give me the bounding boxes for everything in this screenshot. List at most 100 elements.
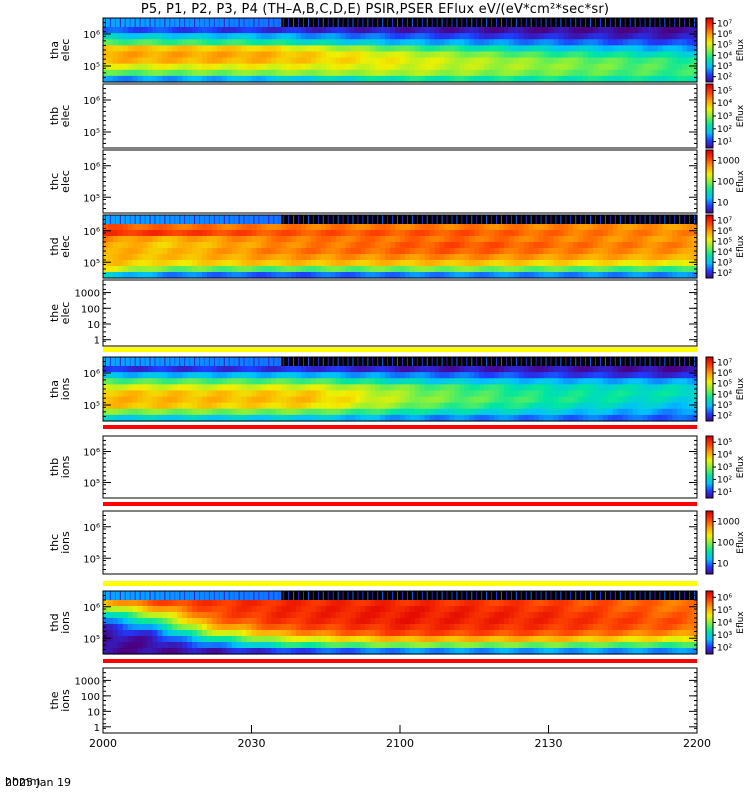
spectrogram-cell <box>563 266 569 273</box>
colorbar-cell <box>706 265 713 268</box>
spectrogram-cell <box>231 266 238 273</box>
spectrogram-cell <box>380 75 386 83</box>
spectrogram-cell <box>182 51 188 59</box>
spectrogram-cell <box>602 378 609 385</box>
spectrogram-cell <box>499 230 505 237</box>
colorbar-cell <box>706 235 713 238</box>
spectrogram-cell <box>390 33 396 40</box>
spectrogram-cell <box>127 260 134 267</box>
spectrogram-cell <box>558 63 564 71</box>
spectrogram-cell <box>340 45 347 53</box>
spectrogram-cell <box>301 57 307 65</box>
spectrogram-cell <box>197 372 203 379</box>
spectrogram-cell <box>187 266 193 273</box>
spectrogram-cell <box>583 51 589 59</box>
colorbar-cell <box>706 227 713 230</box>
spectrogram-cell <box>677 45 683 53</box>
spectrogram-cell <box>528 272 535 279</box>
spectrogram-cell <box>568 366 574 373</box>
spectrogram-cell <box>251 378 258 385</box>
spectrogram-cell <box>251 636 258 643</box>
spectrogram-cell <box>543 384 550 392</box>
spectrogram-cell <box>558 39 564 46</box>
spectrogram-cell <box>523 384 530 392</box>
spectrogram-cell <box>177 402 183 410</box>
spectrogram-cell <box>211 600 218 607</box>
spectrogram-cell <box>301 260 307 267</box>
spectrogram-cell <box>246 51 253 59</box>
spectrogram-cell <box>419 51 426 59</box>
spectrogram-cell <box>657 414 663 422</box>
spectrogram-cell <box>424 408 431 416</box>
spectrogram-cell <box>568 384 574 392</box>
spectrogram-cell <box>553 384 559 392</box>
spectrogram-cell <box>607 224 614 231</box>
spectrogram-cell <box>103 618 109 625</box>
colorbar-cell <box>706 58 713 61</box>
spectrogram-cell <box>484 254 490 261</box>
spectrogram-cell <box>305 63 312 71</box>
spectrogram-cell <box>335 272 342 279</box>
spectrogram-cell <box>494 224 500 231</box>
spectrogram-cell <box>434 51 441 59</box>
spectrogram-cell <box>662 266 668 273</box>
colorbar-cell <box>706 446 713 449</box>
spectrogram-cell <box>256 366 262 373</box>
spectrogram-cell <box>479 236 485 243</box>
spectrogram-cell <box>246 75 253 83</box>
spectrogram-cell <box>117 224 124 231</box>
spectrogram-cell <box>241 27 248 34</box>
spectrogram-cell <box>246 33 253 40</box>
spectrogram-cell <box>414 408 421 416</box>
spectrogram-cell <box>687 254 693 261</box>
spectrogram-cell <box>350 402 357 410</box>
spectrogram-cell <box>602 408 609 416</box>
spectrogram-cell <box>558 45 564 53</box>
spectrogram-cell <box>261 272 267 279</box>
spectrogram-cell <box>489 33 495 40</box>
spectrogram-cell <box>246 414 253 422</box>
spectrogram-cell <box>607 27 614 34</box>
spectrogram-cell <box>296 75 302 83</box>
spectrogram-cell <box>360 63 366 71</box>
spectrogram-cell <box>182 600 188 607</box>
colorbar-cell <box>706 485 713 488</box>
spectrogram-cell <box>553 260 559 267</box>
spectrogram-cell <box>182 254 188 261</box>
spectrogram-cell <box>226 390 233 398</box>
spectrogram-cell <box>647 402 654 410</box>
spectrogram-cell <box>687 402 693 410</box>
spectrogram-cell <box>117 39 124 46</box>
spectrogram-cell <box>236 642 243 649</box>
spectrogram-cell <box>271 242 277 249</box>
spectrogram-cell <box>137 390 144 398</box>
spectrogram-cell <box>157 396 163 404</box>
spectrogram-cell <box>266 366 272 373</box>
spectrogram-cell <box>390 260 396 267</box>
spectrogram-cell <box>528 63 535 71</box>
spectrogram-cell <box>216 236 223 243</box>
spectrogram-cell <box>241 69 248 77</box>
colorbar-cell <box>706 276 713 279</box>
spectrogram-cell <box>142 254 149 261</box>
spectrogram-cell <box>578 57 584 65</box>
colorbar-cell <box>706 59 713 62</box>
spectrogram-cell <box>107 648 114 655</box>
spectrogram-cell <box>607 272 614 279</box>
spectrogram-cell <box>652 63 658 71</box>
spectrogram-cell <box>533 272 540 279</box>
spectrogram-cell <box>573 260 579 267</box>
spectrogram-cell <box>400 414 406 422</box>
spectrogram-cell <box>617 254 624 261</box>
spectrogram-cell <box>231 408 238 416</box>
spectrogram-cell <box>662 402 668 410</box>
spectrogram-cell <box>538 414 545 422</box>
spectrogram-cell <box>667 260 673 267</box>
spectrogram-cell <box>672 248 678 255</box>
spectrogram-cell <box>231 63 238 71</box>
spectrogram-cell <box>127 414 134 422</box>
spectrogram-cell <box>563 27 569 34</box>
spectrogram-cell <box>152 390 159 398</box>
colorbar-cell <box>706 203 713 206</box>
spectrogram-cell <box>310 408 317 416</box>
